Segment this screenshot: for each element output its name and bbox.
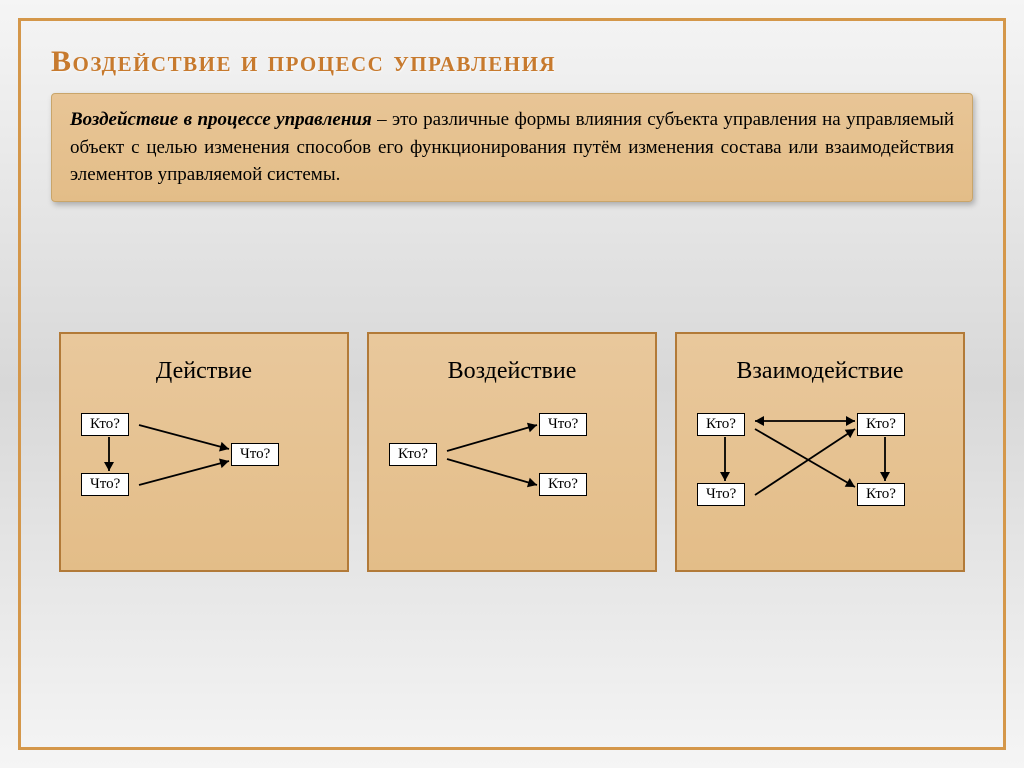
card-title: Действие: [61, 334, 347, 395]
arrows-svg: [369, 395, 655, 545]
slide-title: Воздействие и процесс управления: [51, 45, 973, 79]
diagram-node: Что?: [539, 413, 587, 436]
diagram-area: Кто? Что? Что?: [61, 395, 347, 545]
diagram-node: Что?: [81, 473, 129, 496]
slide-frame: Воздействие и процесс управления Воздейс…: [18, 18, 1006, 750]
definition-box: Воздействие в процессе управления – это …: [51, 93, 973, 202]
diagram-node: Кто?: [539, 473, 587, 496]
diagram-node: Кто?: [697, 413, 745, 436]
diagram-card: Действие Кто? Что? Что?: [59, 332, 349, 572]
diagram-node: Кто?: [857, 483, 905, 506]
definition-term: Воздействие в процессе управления: [70, 109, 372, 130]
diagram-node: Что?: [231, 443, 279, 466]
diagram-node: Кто?: [857, 413, 905, 436]
diagram-area: Кто? Кто? Что? Кто?: [677, 395, 963, 545]
diagram-card: Воздействие Кто? Что? Кто?: [367, 332, 657, 572]
diagram-node: Кто?: [389, 443, 437, 466]
diagram-card: Взаимодействие Кто? Кто? Что? Кто?: [675, 332, 965, 572]
cards-row: ДействиеКто?Что?Что?ВоздействиеКто?Что?К…: [51, 332, 973, 572]
card-title: Воздействие: [369, 334, 655, 395]
diagram-node: Кто?: [81, 413, 129, 436]
diagram-node: Что?: [697, 483, 745, 506]
diagram-area: Кто? Что? Кто?: [369, 395, 655, 545]
card-title: Взаимодействие: [677, 334, 963, 395]
